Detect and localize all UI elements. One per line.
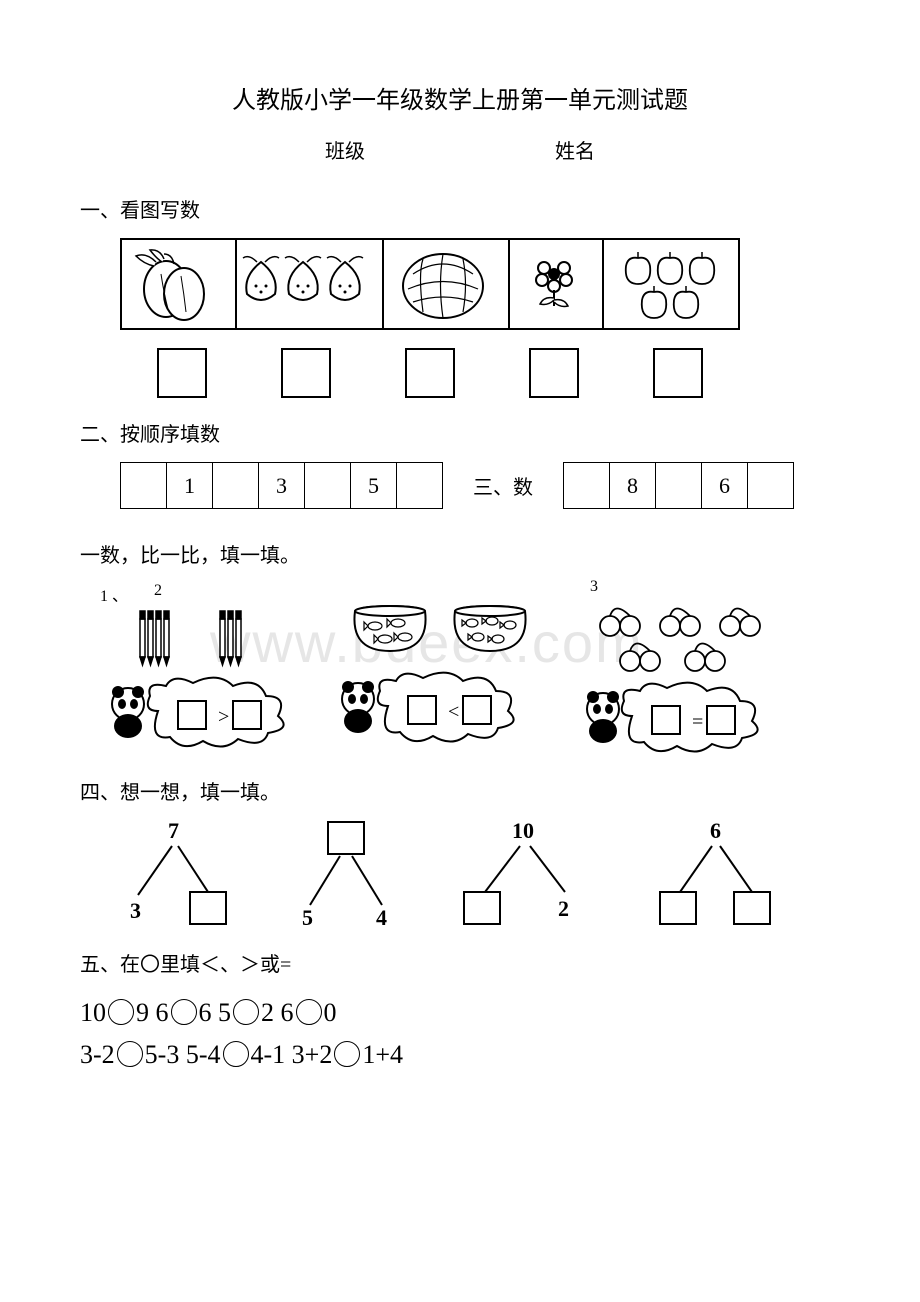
seq-cell: 3 xyxy=(259,463,305,509)
panda-icon xyxy=(587,691,619,743)
q5-line1: 10 9 6 6 5 2 6 0 xyxy=(80,992,840,1034)
q5-text: 3-2 xyxy=(80,1040,115,1069)
flower-icon xyxy=(536,262,572,307)
op-gt: > xyxy=(218,706,229,728)
q1-cell-3 xyxy=(383,239,509,329)
mango-icon xyxy=(136,250,204,320)
q1-cell-2 xyxy=(236,239,383,329)
page-title: 人教版小学一年级数学上册第一单元测试题 xyxy=(80,80,840,115)
seq-cell[interactable] xyxy=(305,463,351,509)
svg-text:5: 5 xyxy=(302,905,313,930)
compare-circle[interactable] xyxy=(108,999,134,1025)
q1-picture-table xyxy=(120,238,740,330)
q2-seq-b: 8 6 xyxy=(563,462,794,509)
answer-box[interactable] xyxy=(529,348,579,398)
seq-cell: 6 xyxy=(702,463,748,509)
q3-label-3: 3 xyxy=(590,578,598,596)
apple-icon xyxy=(626,252,715,318)
number-bond: 7 3 xyxy=(110,820,240,930)
seq-cell[interactable] xyxy=(397,463,443,509)
q5-text: 5-3 5-4 xyxy=(145,1040,221,1069)
q3-item-2: < xyxy=(330,596,560,756)
q5-text: 4-1 3+2 xyxy=(251,1040,333,1069)
panda-icon xyxy=(112,686,144,738)
compare-circle[interactable] xyxy=(296,999,322,1025)
class-label: 班级 xyxy=(325,141,365,163)
q5-heading: 五、在〇里填＜、＞或= xyxy=(80,948,840,977)
svg-text:3: 3 xyxy=(130,898,141,923)
name-label: 姓名 xyxy=(555,141,595,163)
q1-cell-5 xyxy=(603,239,739,329)
subtitle-row: 班级 姓名 xyxy=(80,135,840,164)
svg-text:7: 7 xyxy=(168,820,179,843)
q5-text: 10 xyxy=(80,998,106,1027)
q5-block: 10 9 6 6 5 2 6 0 3-2 5-3 5-4 4-1 3+2 1+4 xyxy=(80,992,840,1075)
svg-text:6: 6 xyxy=(710,820,721,843)
q3-label-2: 2 xyxy=(154,582,162,600)
svg-text:4: 4 xyxy=(376,905,387,930)
compare-circle[interactable] xyxy=(223,1041,249,1067)
seq-cell: 1 xyxy=(167,463,213,509)
q3-item-3: 3 xyxy=(580,578,790,756)
compare-circle[interactable] xyxy=(334,1041,360,1067)
number-bond: 5 4 xyxy=(280,820,410,930)
number-bond: 6 xyxy=(640,820,790,930)
answer-box[interactable] xyxy=(157,348,207,398)
q3-label-1: 1 、 xyxy=(100,582,128,606)
seq-cell: 8 xyxy=(610,463,656,509)
q5-text: 9 6 xyxy=(136,998,169,1027)
q2-heading: 二、按顺序填数 xyxy=(80,418,840,447)
seq-cell[interactable] xyxy=(748,463,794,509)
answer-box[interactable] xyxy=(281,348,331,398)
q2-seq-a: 1 3 5 xyxy=(120,462,443,509)
q5-line2: 3-2 5-3 5-4 4-1 3+2 1+4 xyxy=(80,1034,840,1076)
q5-text: 6 5 xyxy=(199,998,232,1027)
q4-row: 7 3 5 4 10 2 6 xyxy=(110,820,840,930)
answer-box[interactable] xyxy=(653,348,703,398)
panda-icon xyxy=(342,681,374,733)
q5-text: 0 xyxy=(324,998,337,1027)
peach-icon xyxy=(243,257,363,300)
q1-cell-1 xyxy=(121,239,236,329)
svg-text:=: = xyxy=(692,711,703,733)
melon-icon xyxy=(403,254,483,318)
seq-cell[interactable] xyxy=(564,463,610,509)
q4-heading: 四、想一想，填一填。 xyxy=(80,776,840,805)
q1-cell-4 xyxy=(509,239,603,329)
fishbowl-icon xyxy=(354,606,425,651)
seq-cell[interactable] xyxy=(121,463,167,509)
q1-heading: 一、看图写数 xyxy=(80,194,840,223)
q3-item-1: 1 、 2 xyxy=(100,582,310,756)
answer-box[interactable] xyxy=(405,348,455,398)
pencils-group xyxy=(140,611,241,665)
q1-answer-row xyxy=(120,348,740,398)
number-bond: 10 2 xyxy=(450,820,600,930)
compare-circle[interactable] xyxy=(117,1041,143,1067)
q3-heading: 一数，比一比，填一填。 xyxy=(80,539,840,568)
fishbowl-icon xyxy=(454,606,525,651)
svg-text:<: < xyxy=(448,701,459,723)
svg-text:2: 2 xyxy=(558,896,569,921)
seq-cell[interactable] xyxy=(656,463,702,509)
seq-cell[interactable] xyxy=(213,463,259,509)
cherries-icon xyxy=(600,609,760,672)
q5-text: 2 6 xyxy=(261,998,294,1027)
compare-circle[interactable] xyxy=(171,999,197,1025)
q2-mid-text: 三、数 xyxy=(473,471,533,500)
svg-text:10: 10 xyxy=(512,820,534,843)
compare-circle[interactable] xyxy=(233,999,259,1025)
q5-text: 1+4 xyxy=(362,1040,403,1069)
seq-cell: 5 xyxy=(351,463,397,509)
